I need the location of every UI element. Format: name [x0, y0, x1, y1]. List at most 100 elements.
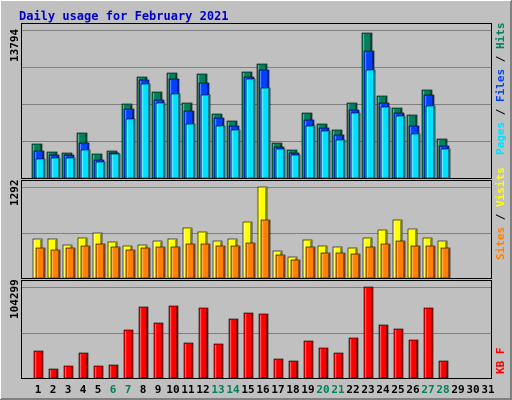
- bar-pages-day-7: [125, 118, 136, 179]
- bar-pages-day-6: [110, 153, 121, 179]
- bar-sites-day-4: [80, 245, 91, 279]
- bar-kb-f-day-26: [408, 339, 419, 379]
- bar-kb-f-day-4: [78, 352, 89, 379]
- bar-pages-day-4: [80, 149, 91, 179]
- day-label-15: 15: [241, 383, 254, 396]
- bar-pages-day-11: [185, 123, 196, 179]
- bar-sites-day-7: [125, 249, 136, 279]
- day-label-4: 4: [80, 383, 87, 396]
- bar-kb-f-day-24: [378, 324, 389, 379]
- panel3-legend-label: KB F: [494, 348, 507, 375]
- bar-sites-day-18: [290, 259, 301, 279]
- bar-kb-f-day-28: [438, 360, 449, 379]
- bar-sites-day-8: [140, 247, 151, 279]
- bar-kb-f-day-3: [63, 365, 74, 379]
- bar-sites-day-15: [245, 242, 256, 279]
- bar-kb-f-day-17: [273, 358, 284, 379]
- bar-sites-day-5: [95, 243, 106, 279]
- day-label-12: 12: [196, 383, 209, 396]
- day-label-25: 25: [391, 383, 404, 396]
- bar-sites-day-14: [230, 245, 241, 279]
- panel2-ymax-label: 1292: [8, 180, 21, 207]
- bar-kb-f-day-6: [108, 364, 119, 379]
- bar-pages-day-8: [140, 83, 151, 179]
- day-label-31: 31: [481, 383, 495, 396]
- bar-pages-day-14: [230, 129, 241, 179]
- bar-pages-day-18: [290, 154, 301, 179]
- day-axis-labels: 1 2 3 4 5 6 7 8 9 10 11 12 13 14 15 16 17 18 19 20 21 22 23 24 2…: [35, 383, 495, 396]
- day-label-22: 22: [346, 383, 359, 396]
- bar-pages-day-1: [35, 158, 46, 179]
- day-label-5: 5: [95, 383, 102, 396]
- day-label-3: 3: [65, 383, 72, 396]
- bar-kb-f-day-27: [423, 307, 434, 379]
- day-label-21: 21: [331, 383, 345, 396]
- legend-label-part: /: [494, 207, 507, 227]
- bar-sites-day-13: [215, 245, 226, 279]
- bar-sites-day-21: [335, 252, 346, 279]
- bar-pages-day-9: [155, 102, 166, 179]
- bar-pages-day-24: [380, 106, 391, 179]
- day-label-20: 20: [316, 383, 329, 396]
- bar-sites-day-24: [380, 243, 391, 279]
- day-label-9: 9: [155, 383, 162, 396]
- legend-label-part: Hits: [494, 23, 507, 50]
- bar-kb-f-day-7: [123, 329, 134, 379]
- bar-kb-f-day-14: [228, 318, 239, 379]
- legend-label-part: /: [494, 102, 507, 122]
- bar-kb-f-day-23: [363, 286, 374, 379]
- bar-kb-f-day-10: [168, 305, 179, 379]
- day-label-13: 13: [211, 383, 224, 396]
- bar-kb-f-day-21: [333, 352, 344, 379]
- legend-label-part: Files: [494, 69, 507, 102]
- bar-sites-day-6: [110, 246, 121, 279]
- bar-kb-f-day-5: [93, 365, 104, 379]
- bar-sites-day-19: [305, 246, 316, 279]
- day-label-2: 2: [50, 383, 57, 396]
- bar-kb-f-day-19: [303, 340, 314, 379]
- day-label-29: 29: [451, 383, 464, 396]
- panel2-legend-label: Sites / Visits: [494, 167, 507, 260]
- bar-pages-day-10: [170, 93, 181, 179]
- bar-pages-day-28: [440, 148, 451, 179]
- day-label-28: 28: [436, 383, 449, 396]
- bar-sites-day-27: [425, 245, 436, 279]
- day-label-14: 14: [226, 383, 240, 396]
- legend-label-part: /: [494, 49, 507, 69]
- bar-pages-day-25: [395, 115, 406, 179]
- day-label-19: 19: [301, 383, 314, 396]
- bar-kb-f-day-20: [318, 347, 329, 379]
- day-label-26: 26: [406, 383, 420, 396]
- day-label-10: 10: [166, 383, 179, 396]
- panel1-legend-label: Pages / Files / Hits: [494, 23, 507, 156]
- day-label-7: 7: [125, 383, 132, 396]
- bar-kb-f-day-22: [348, 337, 359, 379]
- day-label-11: 11: [181, 383, 195, 396]
- bar-pages-day-26: [410, 133, 421, 179]
- bar-pages-day-2: [50, 157, 61, 179]
- day-label-17: 17: [271, 383, 284, 396]
- bar-pages-day-21: [335, 139, 346, 179]
- bar-pages-day-22: [350, 112, 361, 179]
- bar-sites-day-9: [155, 246, 166, 279]
- bar-sites-day-25: [395, 240, 406, 279]
- bar-pages-day-12: [200, 94, 211, 179]
- bar-sites-day-2: [50, 249, 61, 279]
- bar-kb-f-day-11: [183, 342, 194, 379]
- panel3-ymax-label: 104299: [8, 279, 21, 319]
- bar-kb-f-day-18: [288, 360, 299, 379]
- day-label-8: 8: [140, 383, 147, 396]
- bar-kb-f-day-12: [198, 307, 209, 379]
- bar-kb-f-day-8: [138, 306, 149, 379]
- bar-pages-day-17: [275, 148, 286, 179]
- bar-sites-day-23: [365, 246, 376, 279]
- day-label-27: 27: [421, 383, 434, 396]
- day-label-16: 16: [256, 383, 270, 396]
- legend-label-part: KB F: [494, 348, 507, 375]
- bar-pages-day-19: [305, 125, 316, 179]
- bar-kb-f-day-16: [258, 313, 269, 379]
- bar-kb-f-day-1: [33, 350, 44, 379]
- bar-sites-day-17: [275, 254, 286, 279]
- bar-sites-day-11: [185, 243, 196, 279]
